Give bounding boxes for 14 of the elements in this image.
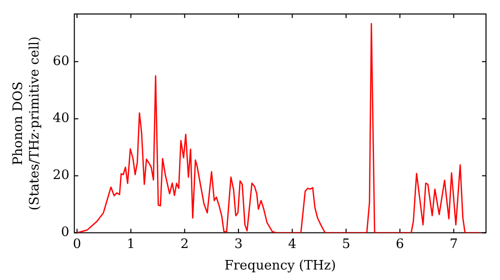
y-axis-title: Phonon DOS (States/THz·primitive cell) — [10, 36, 43, 210]
x-tick-label: 6 — [396, 236, 404, 252]
x-tick-label: 7 — [450, 236, 458, 252]
x-tick-label: 5 — [342, 236, 350, 252]
x-tick-label: 4 — [288, 236, 296, 252]
x-tick-label: 1 — [126, 236, 135, 252]
y-tick-label: 0 — [61, 225, 70, 240]
y-tick-label: 40 — [52, 111, 70, 126]
x-tick-label: 2 — [180, 236, 189, 252]
x-tick-label: 0 — [72, 236, 82, 252]
y-tick-label: 20 — [52, 168, 70, 184]
x-axis-title: Frequency (THz) — [224, 258, 336, 274]
x-tick-label: 3 — [234, 236, 243, 252]
y-tick-label: 60 — [52, 54, 70, 70]
